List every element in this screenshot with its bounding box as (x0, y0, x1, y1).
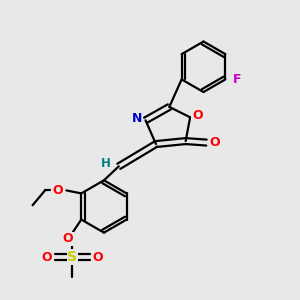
Text: O: O (41, 251, 52, 264)
Text: O: O (93, 251, 103, 264)
Text: O: O (63, 232, 73, 245)
Text: O: O (53, 184, 63, 197)
Text: O: O (209, 136, 220, 149)
Text: O: O (192, 109, 202, 122)
Text: F: F (232, 73, 241, 86)
Text: S: S (68, 250, 77, 264)
Text: H: H (101, 157, 111, 170)
Text: N: N (132, 112, 142, 125)
